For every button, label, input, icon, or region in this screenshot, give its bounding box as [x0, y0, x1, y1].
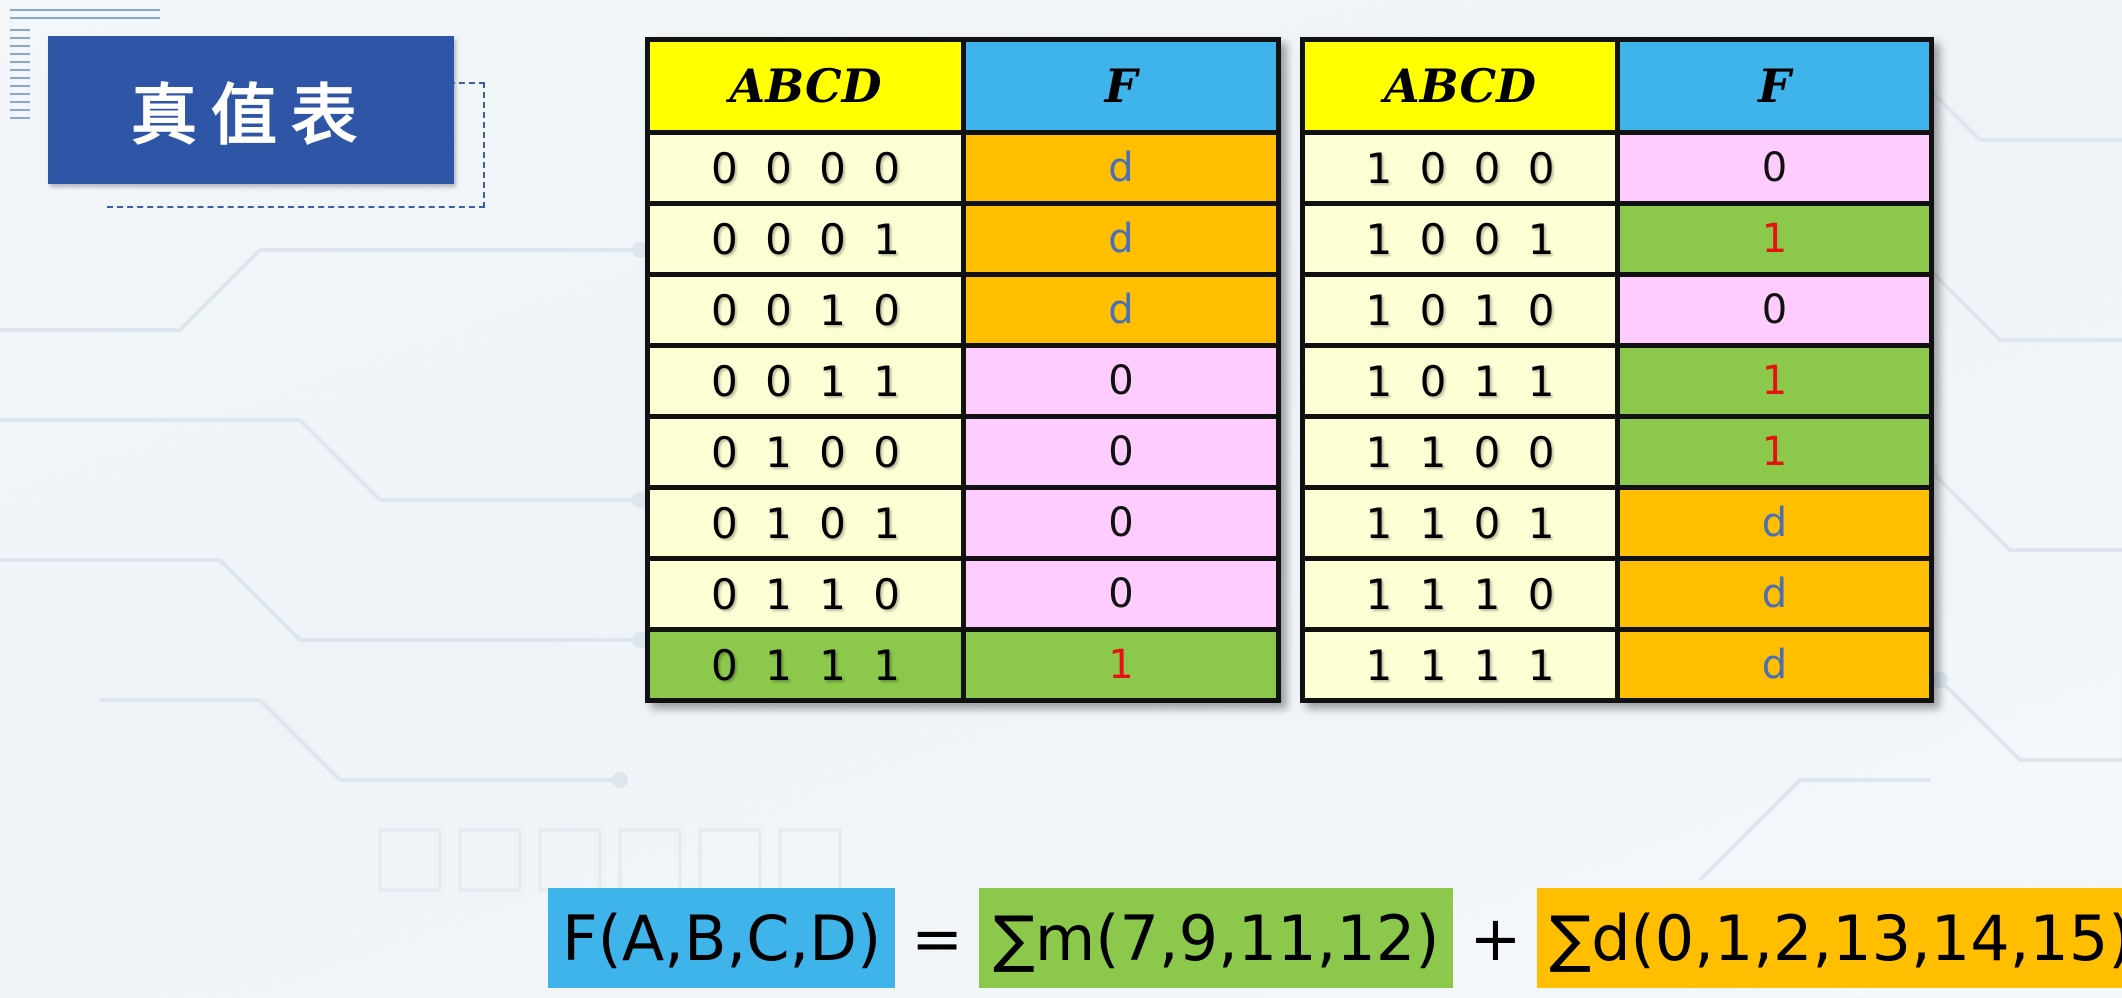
- output-cell: 0: [1615, 130, 1934, 206]
- header-abcd: ABCD: [1300, 37, 1620, 135]
- table-header-row: ABCD F: [645, 37, 1281, 135]
- input-cell: 0 1 0 1: [645, 485, 966, 561]
- output-cell: d: [1615, 556, 1934, 632]
- table-row: 0 1 1 1 1: [645, 627, 1281, 703]
- header-f: F: [1615, 37, 1934, 135]
- formula-equals: =: [911, 901, 964, 975]
- table-row: 0 1 0 0 0: [645, 414, 1281, 490]
- input-cell: 0 0 1 0: [645, 272, 966, 348]
- output-cell: 0: [961, 556, 1281, 632]
- table-row: 1 1 0 1 d: [1300, 485, 1934, 561]
- input-cell: 0 1 1 0: [645, 556, 966, 632]
- title-decoration-lines: [10, 9, 160, 119]
- output-cell: d: [961, 201, 1281, 277]
- input-cell: 0 0 1 1: [645, 343, 966, 419]
- output-cell: 1: [961, 627, 1281, 703]
- table-row: 1 0 1 0 0: [1300, 272, 1934, 348]
- table-row: 1 0 1 1 1: [1300, 343, 1934, 419]
- table-row: 0 0 0 1 d: [645, 201, 1281, 277]
- formula-dontcares: ∑d(0,1,2,13,14,15): [1537, 888, 2122, 988]
- output-cell: 0: [961, 414, 1281, 490]
- input-cell: 0 1 0 0: [645, 414, 966, 490]
- output-cell: d: [961, 130, 1281, 206]
- input-cell: 0 1 1 1: [645, 627, 966, 703]
- truth-table-right: ABCD F 1 0 0 0 0 1 0 0 1 1 1 0 1 0 0 1 0…: [1300, 37, 1934, 703]
- output-cell: 0: [961, 343, 1281, 419]
- table-row: 1 0 0 0 0: [1300, 130, 1934, 206]
- table-header-row: ABCD F: [1300, 37, 1934, 135]
- formula-plus: +: [1469, 901, 1522, 975]
- output-cell: d: [1615, 485, 1934, 561]
- input-cell: 1 1 1 1: [1300, 627, 1620, 703]
- input-cell: 0 0 0 0: [645, 130, 966, 206]
- input-cell: 1 1 0 0: [1300, 414, 1620, 490]
- input-cell: 1 0 0 1: [1300, 201, 1620, 277]
- output-cell: d: [1615, 627, 1934, 703]
- input-cell: 1 0 1 0: [1300, 272, 1620, 348]
- input-cell: 1 1 0 1: [1300, 485, 1620, 561]
- truth-table-left: ABCD F 0 0 0 0 d 0 0 0 1 d 0 0 1 0 d 0 0…: [645, 37, 1281, 703]
- formula-minterms: ∑m(7,9,11,12): [979, 888, 1454, 988]
- page-title: 真值表: [48, 36, 454, 184]
- output-cell: 1: [1615, 201, 1934, 277]
- table-row: 0 0 1 0 d: [645, 272, 1281, 348]
- input-cell: 1 0 1 1: [1300, 343, 1620, 419]
- table-row: 1 1 0 0 1: [1300, 414, 1934, 490]
- table-row: 0 1 0 1 0: [645, 485, 1281, 561]
- formula-function: F(A,B,C,D): [548, 888, 896, 988]
- output-cell: 0: [961, 485, 1281, 561]
- input-cell: 1 1 1 0: [1300, 556, 1620, 632]
- table-row: 1 1 1 0 d: [1300, 556, 1934, 632]
- output-cell: 1: [1615, 414, 1934, 490]
- header-f: F: [961, 37, 1281, 135]
- input-cell: 0 0 0 1: [645, 201, 966, 277]
- header-abcd: ABCD: [645, 37, 966, 135]
- table-row: 0 1 1 0 0: [645, 556, 1281, 632]
- table-row: 0 0 0 0 d: [645, 130, 1281, 206]
- table-row: 1 0 0 1 1: [1300, 201, 1934, 277]
- output-cell: 0: [1615, 272, 1934, 348]
- table-row: 0 0 1 1 0: [645, 343, 1281, 419]
- output-cell: 1: [1615, 343, 1934, 419]
- table-row: 1 1 1 1 d: [1300, 627, 1934, 703]
- input-cell: 1 0 0 0: [1300, 130, 1620, 206]
- output-cell: d: [961, 272, 1281, 348]
- boolean-formula: F(A,B,C,D) = ∑m(7,9,11,12) + ∑d(0,1,2,13…: [548, 888, 2122, 988]
